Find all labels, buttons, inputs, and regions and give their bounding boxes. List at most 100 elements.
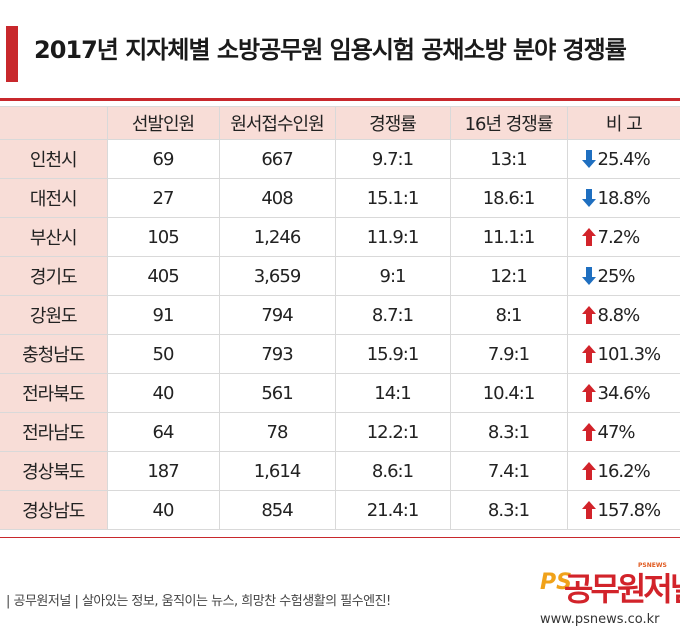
rate-cell: 12.2:1 bbox=[334, 412, 451, 452]
header-rate: 경쟁률 bbox=[334, 106, 451, 140]
rate16-cell: 7.9:1 bbox=[449, 334, 568, 374]
table-row: 전라남도 64 78 12.2:1 8.3:1 47% bbox=[0, 412, 680, 452]
header-region bbox=[0, 106, 108, 140]
note-cell: 18.8% bbox=[566, 178, 680, 218]
selected-cell: 40 bbox=[106, 373, 220, 413]
note-value: 18.8% bbox=[597, 187, 651, 209]
rate16-cell: 8.3:1 bbox=[449, 490, 568, 530]
region-cell: 인천시 bbox=[0, 139, 108, 179]
region-cell: 대전시 bbox=[0, 178, 108, 218]
note-cell: 16.2% bbox=[566, 451, 680, 491]
applicants-cell: 408 bbox=[218, 178, 336, 218]
table-row: 충청남도 50 793 15.9:1 7.9:1 101.3% bbox=[0, 334, 680, 374]
selected-cell: 27 bbox=[106, 178, 220, 218]
arrow-up-icon bbox=[581, 305, 596, 324]
note-cell: 25.4% bbox=[566, 139, 680, 179]
applicants-cell: 3,659 bbox=[218, 256, 336, 296]
note-value: 101.3% bbox=[597, 343, 662, 365]
selected-cell: 405 bbox=[106, 256, 220, 296]
logo-ps-mark: PS bbox=[540, 570, 572, 595]
arrow-up-icon bbox=[581, 383, 596, 402]
arrow-up-icon bbox=[581, 227, 596, 246]
selected-cell: 91 bbox=[106, 295, 220, 335]
rate16-cell: 13:1 bbox=[449, 139, 568, 179]
region-cell: 강원도 bbox=[0, 295, 108, 335]
note-cell: 34.6% bbox=[566, 373, 680, 413]
selected-cell: 187 bbox=[106, 451, 220, 491]
region-cell: 경상북도 bbox=[0, 451, 108, 491]
header-selected: 선발인원 bbox=[106, 106, 220, 140]
table-row: 전라북도 40 561 14:1 10.4:1 34.6% bbox=[0, 373, 680, 413]
rate16-cell: 18.6:1 bbox=[449, 178, 568, 218]
title-divider bbox=[0, 98, 680, 101]
logo-name: 공무원저널 bbox=[564, 570, 680, 608]
logo-url: www.psnews.co.kr bbox=[540, 612, 660, 627]
applicants-cell: 667 bbox=[218, 139, 336, 179]
note-value: 25% bbox=[597, 265, 636, 287]
applicants-cell: 1,246 bbox=[218, 217, 336, 257]
rate-cell: 8.7:1 bbox=[334, 295, 451, 335]
arrow-up-icon bbox=[581, 500, 596, 519]
region-cell: 경상남도 bbox=[0, 490, 108, 530]
applicants-cell: 561 bbox=[218, 373, 336, 413]
table-row: 경상북도 187 1,614 8.6:1 7.4:1 16.2% bbox=[0, 451, 680, 491]
table-row: 부산시 105 1,246 11.9:1 11.1:1 7.2% bbox=[0, 217, 680, 257]
arrow-down-icon bbox=[581, 266, 596, 285]
note-value: 25.4% bbox=[597, 148, 651, 170]
rate-cell: 11.9:1 bbox=[334, 217, 451, 257]
rate-cell: 15.9:1 bbox=[334, 334, 451, 374]
region-cell: 전라북도 bbox=[0, 373, 108, 413]
note-cell: 47% bbox=[566, 412, 680, 452]
selected-cell: 64 bbox=[106, 412, 220, 452]
note-cell: 25% bbox=[566, 256, 680, 296]
rate-cell: 9.7:1 bbox=[334, 139, 451, 179]
applicants-cell: 794 bbox=[218, 295, 336, 335]
title-accent-bar bbox=[6, 26, 18, 82]
note-cell: 7.2% bbox=[566, 217, 680, 257]
table-row: 인천시 69 667 9.7:1 13:1 25.4% bbox=[0, 139, 680, 179]
rate16-cell: 8.3:1 bbox=[449, 412, 568, 452]
table-header-row: 선발인원 원서접수인원 경쟁률 16년 경쟁률 비 고 bbox=[0, 106, 680, 140]
arrow-up-icon bbox=[581, 344, 596, 363]
table-row: 대전시 27 408 15.1:1 18.6:1 18.8% bbox=[0, 178, 680, 218]
arrow-up-icon bbox=[581, 461, 596, 480]
selected-cell: 40 bbox=[106, 490, 220, 530]
note-value: 8.8% bbox=[597, 304, 641, 326]
arrow-up-icon bbox=[581, 422, 596, 441]
rate-cell: 8.6:1 bbox=[334, 451, 451, 491]
note-cell: 157.8% bbox=[566, 490, 680, 530]
rate-cell: 9:1 bbox=[334, 256, 451, 296]
rate16-cell: 7.4:1 bbox=[449, 451, 568, 491]
table-row: 경기도 405 3,659 9:1 12:1 25% bbox=[0, 256, 680, 296]
region-cell: 충청남도 bbox=[0, 334, 108, 374]
applicants-cell: 1,614 bbox=[218, 451, 336, 491]
logo-tag: PSNEWS bbox=[638, 562, 667, 569]
note-cell: 8.8% bbox=[566, 295, 680, 335]
region-cell: 경기도 bbox=[0, 256, 108, 296]
note-value: 16.2% bbox=[597, 460, 651, 482]
note-cell: 101.3% bbox=[566, 334, 680, 374]
selected-cell: 105 bbox=[106, 217, 220, 257]
region-cell: 전라남도 bbox=[0, 412, 108, 452]
rate16-cell: 8:1 bbox=[449, 295, 568, 335]
rate16-cell: 11.1:1 bbox=[449, 217, 568, 257]
page-title: 2017년 지자체별 소방공무원 임용시험 공채소방 분야 경쟁률 bbox=[34, 36, 627, 64]
applicants-cell: 78 bbox=[218, 412, 336, 452]
arrow-down-icon bbox=[581, 149, 596, 168]
applicants-cell: 793 bbox=[218, 334, 336, 374]
rate16-cell: 10.4:1 bbox=[449, 373, 568, 413]
selected-cell: 50 bbox=[106, 334, 220, 374]
header-rate-16: 16년 경쟁률 bbox=[449, 106, 568, 140]
applicants-cell: 854 bbox=[218, 490, 336, 530]
footer-slogan: | 공무원저널 | 살아있는 정보, 움직이는 뉴스, 희망찬 수험생활의 필수… bbox=[6, 594, 391, 609]
rate-cell: 15.1:1 bbox=[334, 178, 451, 218]
header-note: 비 고 bbox=[566, 106, 680, 140]
competition-table: 선발인원 원서접수인원 경쟁률 16년 경쟁률 비 고 인천시 69 667 9.7:… bbox=[0, 106, 680, 530]
rate-cell: 21.4:1 bbox=[334, 490, 451, 530]
selected-cell: 69 bbox=[106, 139, 220, 179]
note-value: 7.2% bbox=[597, 226, 641, 248]
note-value: 47% bbox=[597, 421, 636, 443]
table-bottom-rule bbox=[0, 537, 680, 538]
psnews-logo: PS 공무원저널 PSNEWS bbox=[540, 560, 680, 610]
arrow-down-icon bbox=[581, 188, 596, 207]
